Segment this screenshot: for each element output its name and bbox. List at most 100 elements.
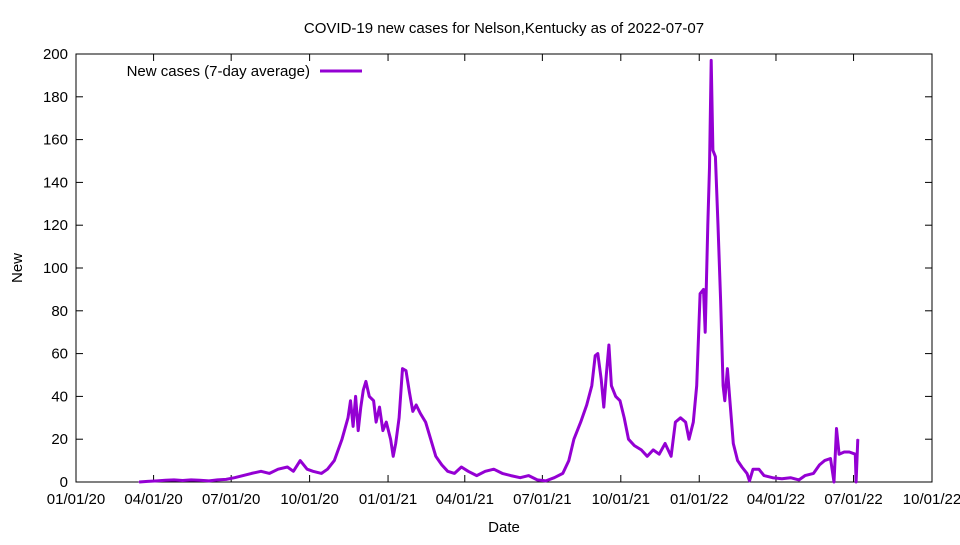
data-point [306,468,308,470]
data-point [674,421,677,423]
data-point [360,406,362,408]
data-point [597,353,599,355]
data-point [573,438,575,440]
data-point [608,344,610,346]
data-point [173,479,175,481]
data-point [234,477,236,479]
y-tick-label: 140 [43,174,68,191]
data-point [357,430,359,432]
data-point [320,472,323,474]
data-point [365,380,367,382]
legend-label: New cases (7-day average) [127,63,310,80]
y-tick-label: 200 [43,46,68,63]
data-point [312,470,314,472]
data-point [603,406,605,408]
data-point [385,421,387,423]
series-line-new-cases [138,58,860,484]
data-point [408,391,410,393]
data-point [855,481,857,483]
data-point [658,453,660,455]
data-point [857,438,859,440]
data-point [395,442,397,445]
y-tick-label: 40 [51,388,68,405]
data-point [349,400,352,402]
data-point [758,468,760,470]
data-point [729,400,731,402]
x-tick-label: 07/01/22 [824,491,882,508]
y-tick-label: 80 [51,303,68,320]
data-point [562,472,564,474]
data-point [619,400,621,402]
x-tick-label: 01/01/22 [670,491,728,508]
data-point [390,438,392,440]
data-point [299,460,301,462]
data-point [484,470,486,472]
data-point [225,478,227,480]
data-point [435,455,437,457]
data-point [147,480,149,482]
data-point [818,464,821,466]
data-point [707,224,709,226]
data-point [419,412,421,415]
x-tick-label: 04/01/20 [124,491,182,508]
data-point [382,430,384,432]
data-point [732,442,734,445]
data-point [688,438,690,440]
data-point [368,395,370,397]
data-point [737,460,739,462]
data-point [833,481,835,483]
data-point [664,442,666,445]
x-axis-ticks: 01/01/20 04/01/20 07/01/20 10/01/20 01/01/21… [47,54,960,508]
data-point [702,288,705,290]
chart-title: COVID-19 new cases for Nelson,Kentucky a… [304,20,704,37]
data-point [467,470,469,472]
data-point [789,477,792,479]
data-point [605,374,607,376]
data-point [724,400,726,402]
y-tick-label: 0 [60,474,68,491]
data-point [586,404,588,406]
data-point [493,468,495,470]
data-point [453,472,456,474]
data-point [260,470,262,472]
plot-frame [75,53,933,483]
data-point [398,417,400,419]
data-point [447,470,449,472]
data-point [430,438,432,440]
data-point [401,368,404,370]
x-tick-label: 01/01/21 [359,491,417,508]
data-point [378,406,381,408]
x-tick-label: 07/01/20 [202,491,260,508]
data-point [164,479,167,481]
data-point [425,421,427,423]
data-point [373,400,375,402]
data-point [600,378,602,380]
data-point [441,464,443,466]
x-tick-label: 04/01/22 [747,491,805,508]
data-point [610,385,613,387]
data-point [510,475,512,477]
data-point [405,370,407,372]
y-axis-label: New [9,253,26,283]
data-point [156,480,158,482]
data-point [746,472,748,474]
data-point [748,480,751,482]
data-point [708,166,711,168]
y-axis-ticks: 0 20 40 60 80 100 120 140 160 180 200 [43,46,932,491]
data-point [568,460,570,462]
data-point [460,466,462,468]
y-tick-label: 20 [51,431,68,448]
x-tick-label: 10/01/21 [592,491,650,508]
data-point [501,472,503,474]
data-point [710,59,712,62]
data-point [717,224,719,226]
data-point [652,449,654,451]
data-point [615,395,617,397]
data-point [545,480,547,482]
data-point [375,421,377,423]
data-point [286,466,288,468]
data-point [476,475,478,477]
x-tick-label: 10/01/22 [903,491,960,508]
data-point [138,481,140,483]
